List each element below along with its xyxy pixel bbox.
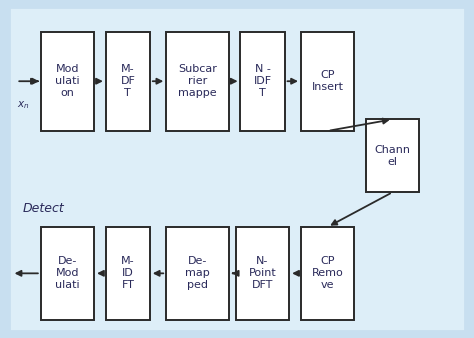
Text: Mod
ulati
on: Mod ulati on	[55, 64, 80, 98]
Bar	[166, 31, 229, 131]
Bar	[166, 227, 229, 320]
Bar	[41, 31, 94, 131]
Text: M-
ID
FT: M- ID FT	[121, 256, 135, 290]
Bar	[106, 31, 150, 131]
Text: Detect: Detect	[22, 202, 64, 215]
Bar	[301, 31, 354, 131]
Text: N -
IDF
T: N - IDF T	[254, 64, 272, 98]
Bar	[301, 227, 354, 320]
Text: CP
Insert: CP Insert	[311, 70, 344, 92]
Bar	[366, 119, 419, 192]
Text: $x_n$: $x_n$	[17, 99, 30, 111]
Bar	[236, 227, 289, 320]
Text: De-
map
ped: De- map ped	[185, 256, 210, 290]
Text: Chann
el: Chann el	[374, 145, 410, 167]
Bar	[41, 227, 94, 320]
Text: CP
Remo
ve: CP Remo ve	[312, 256, 344, 290]
Text: N-
Point
DFT: N- Point DFT	[249, 256, 276, 290]
Text: De-
Mod
ulati: De- Mod ulati	[55, 256, 80, 290]
Bar	[240, 31, 284, 131]
Text: Subcar
rier
mappe: Subcar rier mappe	[178, 64, 217, 98]
Text: M-
DF
T: M- DF T	[120, 64, 135, 98]
Bar	[106, 227, 150, 320]
FancyBboxPatch shape	[9, 7, 465, 331]
